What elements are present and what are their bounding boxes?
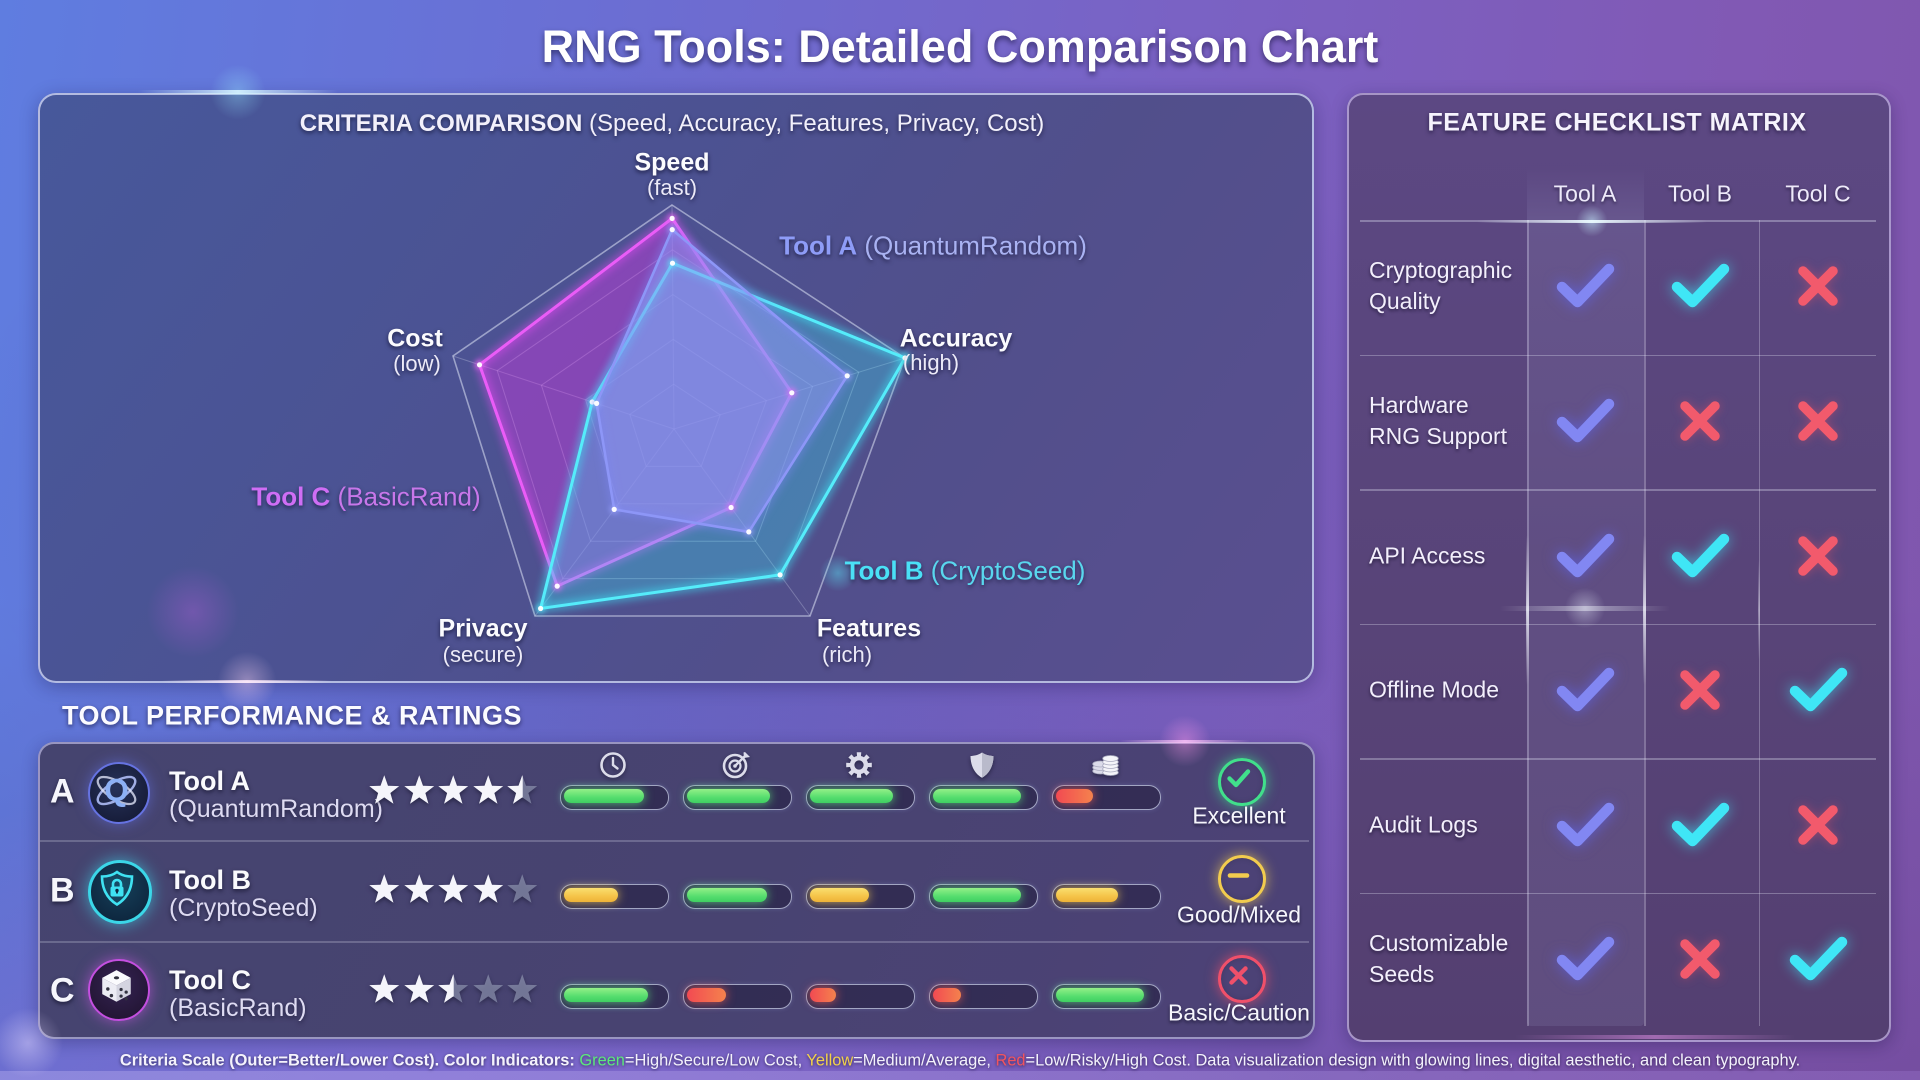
svg-text:Q: Q (104, 772, 129, 808)
